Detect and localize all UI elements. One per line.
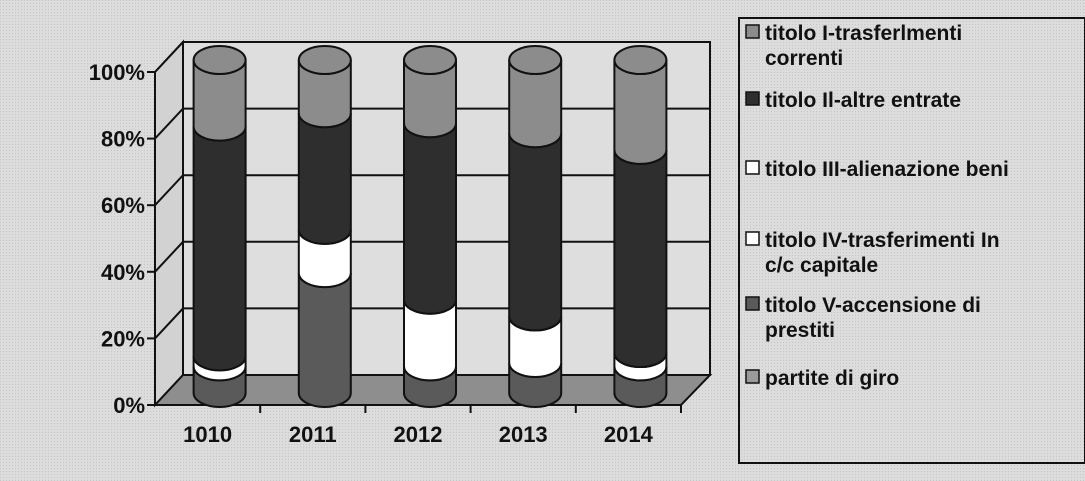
legend-label: titolo I-trasferlmenti (765, 22, 962, 45)
y-tick-label: 0% (113, 393, 145, 418)
column-2011 (297, 45, 352, 408)
side-wall (154, 39, 184, 408)
bar-segment (613, 59, 668, 165)
legend-swatch (745, 296, 760, 311)
y-tick-label: 20% (101, 326, 145, 351)
legend-label: titolo V-accensione di (765, 294, 981, 317)
x-tick-label: 2014 (604, 422, 654, 447)
column-2012 (403, 45, 457, 408)
legend-label: correnti (765, 47, 843, 70)
legend-box (738, 17, 1085, 464)
column-2013 (508, 45, 563, 408)
bar-top-cap (297, 45, 352, 75)
x-tick-label: 2012 (394, 422, 443, 447)
x-tick-label: 2011 (289, 422, 337, 447)
legend-swatch (745, 91, 760, 106)
legend-label: titolo IV-trasferimenti In (765, 229, 1000, 252)
y-tick-label: 40% (101, 260, 145, 285)
y-tick-label: 100% (89, 60, 145, 85)
legend-label: partite di giro (765, 367, 899, 390)
x-tick-label: 1010 (183, 422, 232, 447)
bar-segment (613, 149, 668, 369)
y-tick-label: 80% (101, 127, 145, 152)
bar-top-cap (508, 45, 563, 75)
x-tick-label: 2013 (499, 422, 548, 447)
bar-segment (297, 113, 352, 245)
gridline (154, 41, 710, 73)
column-1010 (192, 45, 247, 408)
bar-segment (297, 273, 352, 408)
column-2014 (613, 45, 668, 408)
legend-label: prestiti (765, 319, 835, 342)
legend-label: c/c capitale (765, 254, 878, 277)
legend-swatch (745, 231, 760, 246)
bar-segment (192, 126, 247, 372)
bar-top-cap (192, 45, 247, 75)
bar-segment (508, 133, 563, 332)
legend-swatch (745, 160, 760, 175)
legend-label: titolo III-alienazione beni (765, 158, 1009, 181)
y-tick-label: 60% (101, 193, 145, 218)
legend-swatch (745, 369, 760, 384)
bar-top-cap (403, 45, 457, 75)
bar-segment (403, 123, 457, 315)
bar-top-cap (613, 45, 668, 75)
legend-swatch (745, 24, 760, 39)
legend-label: titolo Il-altre entrate (765, 89, 961, 112)
plot-area: 0% 20% 40% 60% 80% 100% 1010 2011 2012 2013 2014 (89, 39, 713, 447)
